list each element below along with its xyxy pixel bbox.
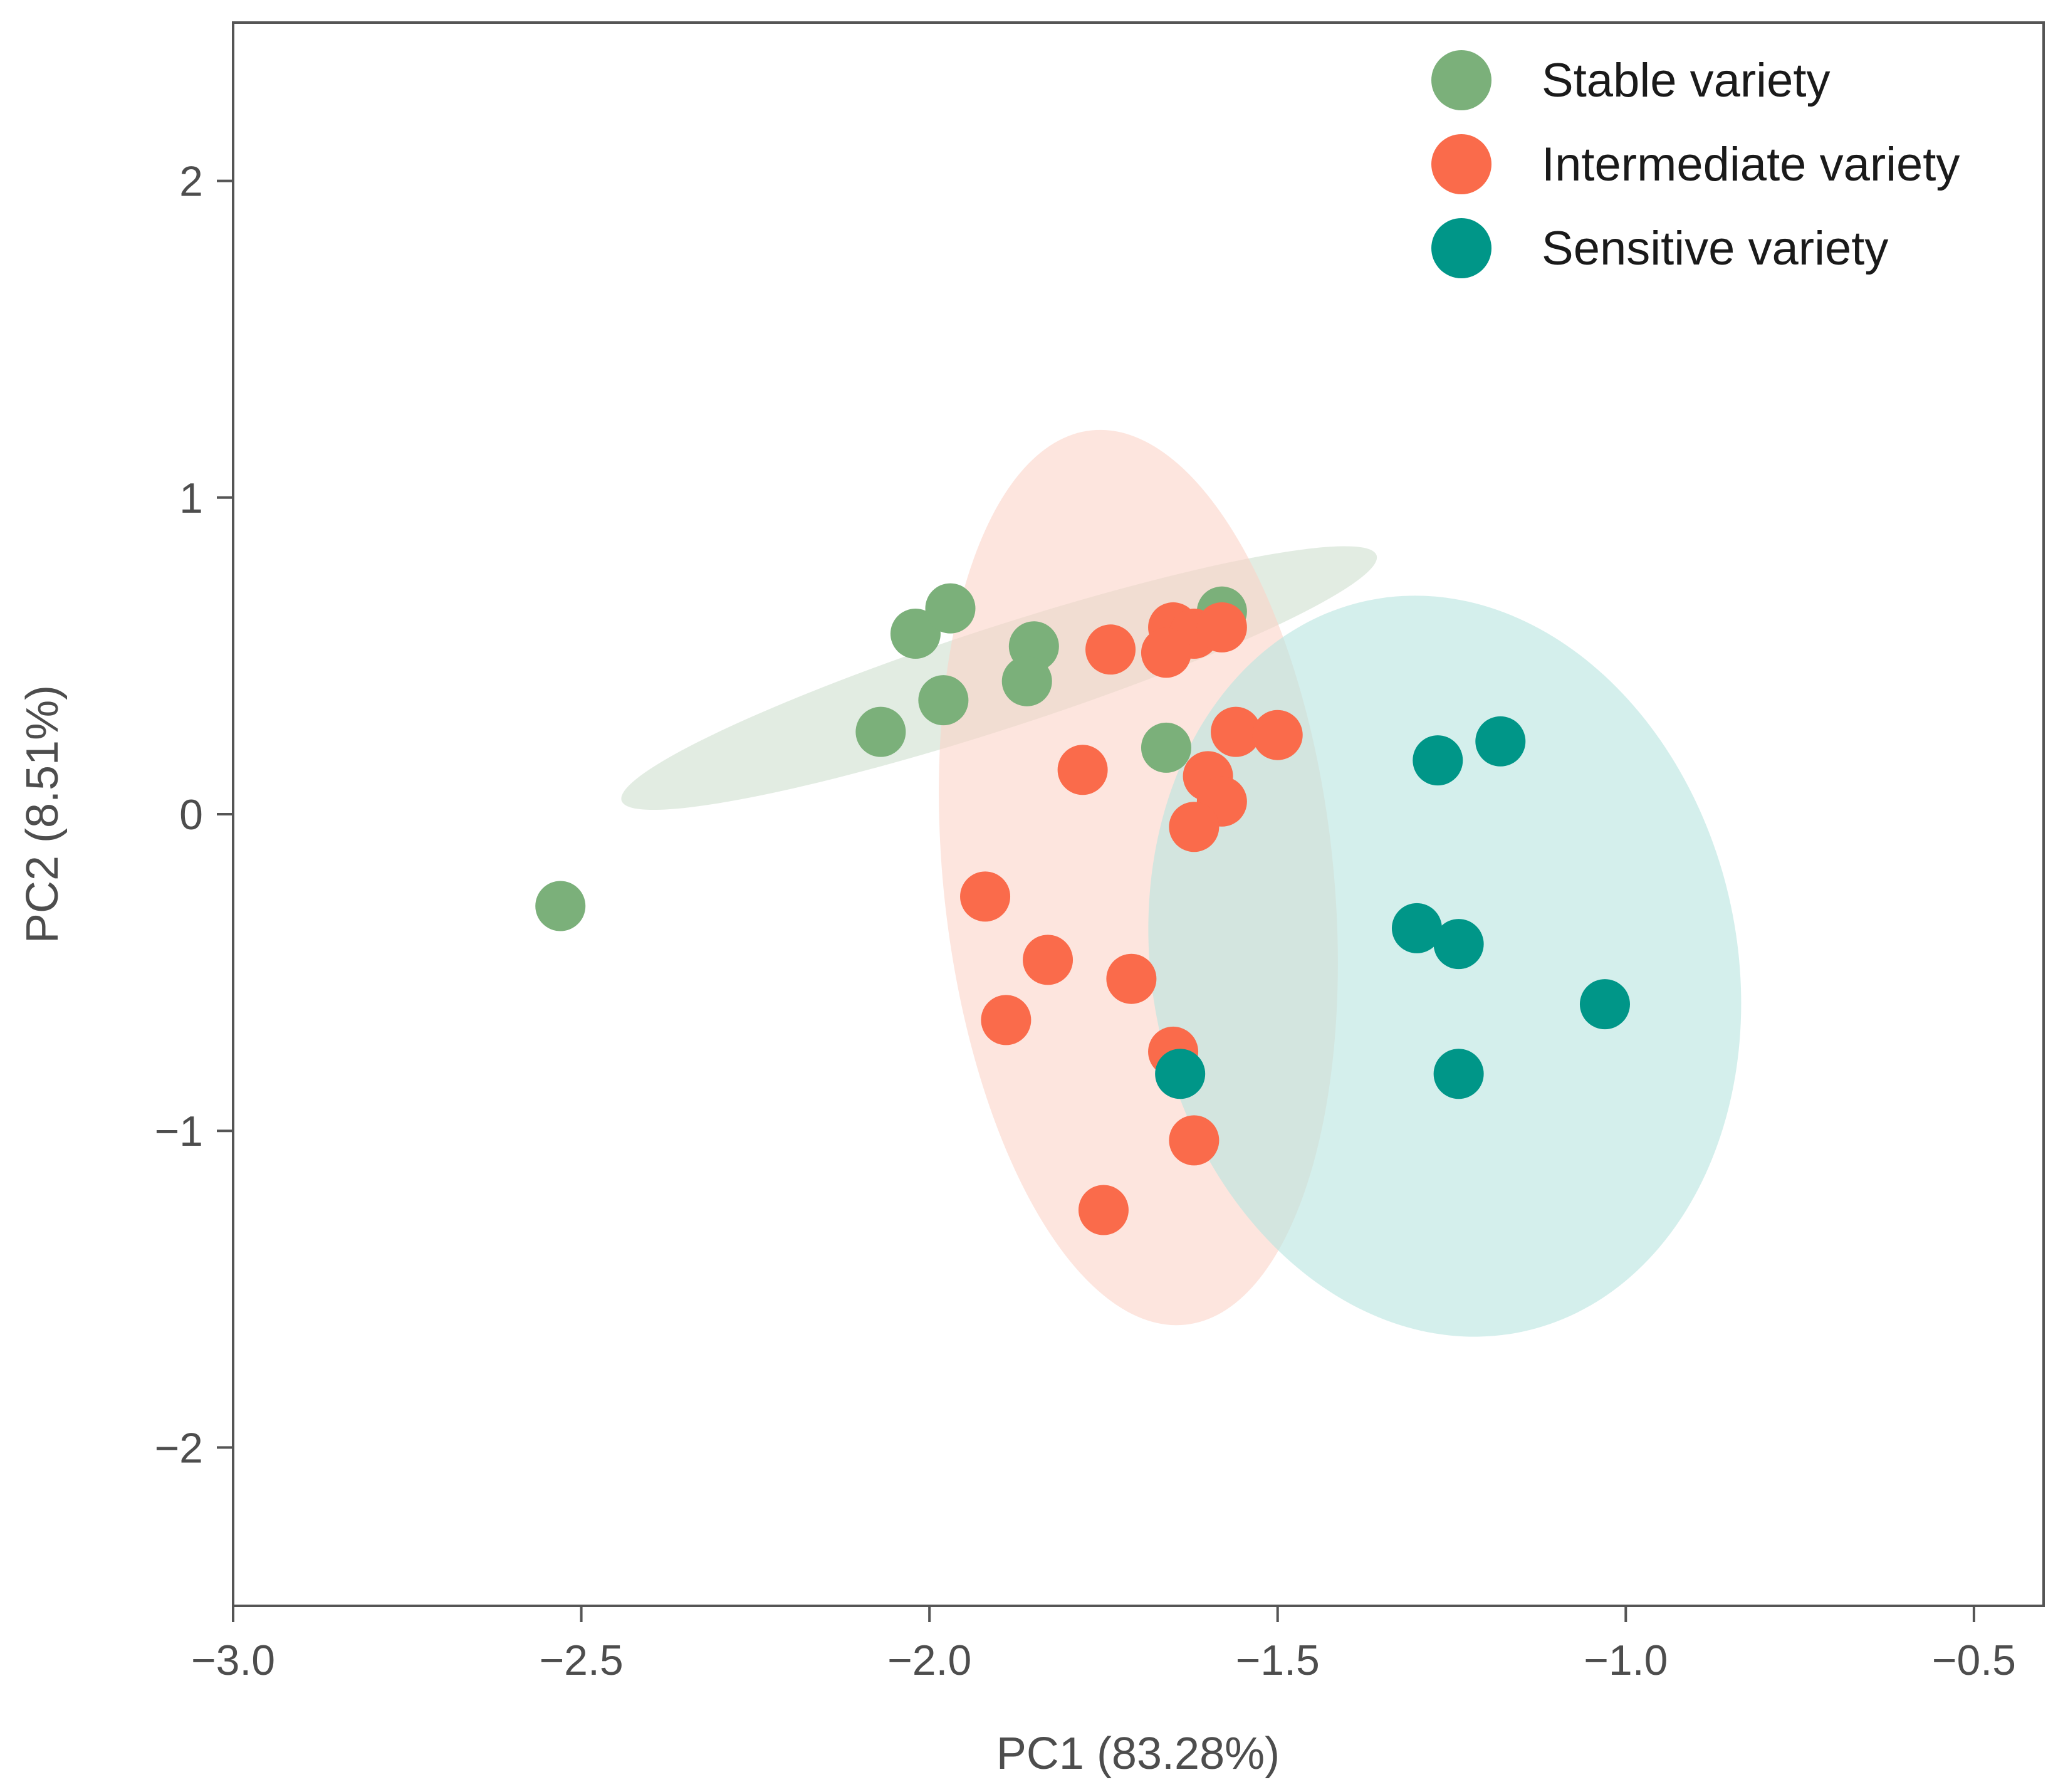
sensitive-variety-point — [1413, 735, 1463, 786]
stable-variety-point — [1141, 722, 1191, 773]
stable-variety-point — [925, 583, 976, 634]
y-tick-label: 1 — [179, 474, 203, 522]
data-points — [535, 583, 1630, 1235]
intermediate-variety-point — [1196, 602, 1247, 652]
sensitive-variety-legend-marker — [1431, 218, 1491, 278]
sensitive-variety-point — [1579, 979, 1630, 1030]
sensitive-variety-ellipse — [1148, 595, 1742, 1337]
x-tick-label: −1.0 — [1584, 1637, 1668, 1684]
stable-variety-legend-label: Stable variety — [1542, 54, 1830, 107]
y-tick-label: −1 — [154, 1108, 203, 1155]
x-tick-label: −3.0 — [191, 1637, 275, 1684]
intermediate-variety-point — [1141, 627, 1191, 678]
intermediate-variety-point — [981, 995, 1032, 1045]
intermediate-variety-legend-marker — [1431, 134, 1491, 194]
sensitive-variety-point — [1475, 716, 1526, 767]
y-tick-label: −2 — [154, 1424, 203, 1472]
x-axis: −3.0 −2.5 −2.0 −1.5 −1.0 −0.5 — [191, 1606, 2016, 1684]
y-tick-label: 0 — [179, 791, 203, 839]
stable-variety-point — [855, 706, 906, 757]
x-tick-label: −0.5 — [1932, 1637, 2016, 1684]
stable-variety-point — [918, 675, 969, 726]
stable-variety-legend-marker — [1431, 50, 1491, 110]
intermediate-variety-point — [1252, 710, 1303, 760]
stable-variety-point — [1001, 656, 1052, 706]
sensitive-variety-point — [1433, 1049, 1484, 1099]
intermediate-variety-point — [1078, 1185, 1129, 1235]
intermediate-variety-point — [1211, 706, 1261, 757]
confidence-ellipses — [621, 429, 1742, 1337]
sensitive-variety-point — [1155, 1049, 1206, 1099]
y-axis-title: PC2 (8.51%) — [18, 685, 68, 943]
intermediate-variety-point — [1085, 624, 1136, 675]
intermediate-variety-point — [1106, 953, 1157, 1004]
x-axis-title: PC1 (83.28%) — [996, 1729, 1280, 1779]
x-tick-label: −2.0 — [887, 1637, 971, 1684]
sensitive-variety-legend-label: Sensitive variety — [1542, 222, 1888, 275]
stable-variety-point — [890, 609, 941, 659]
x-tick-label: −1.5 — [1236, 1637, 1320, 1684]
intermediate-variety-point — [1169, 802, 1220, 852]
intermediate-variety-point — [1023, 935, 1073, 985]
legend: Stable variety Intermediate variety Sensit… — [1431, 50, 1960, 278]
y-axis: 2 1 0 −1 −2 — [154, 158, 233, 1472]
intermediate-variety-legend-label: Intermediate variety — [1542, 138, 1960, 191]
intermediate-variety-point — [960, 871, 1011, 922]
intermediate-variety-point — [1057, 745, 1108, 795]
sensitive-variety-point — [1391, 903, 1442, 953]
y-tick-label: 2 — [179, 158, 203, 206]
stable-variety-point — [535, 881, 586, 931]
sensitive-variety-point — [1433, 919, 1484, 970]
intermediate-variety-point — [1169, 1115, 1220, 1166]
x-tick-label: −2.5 — [539, 1637, 623, 1684]
